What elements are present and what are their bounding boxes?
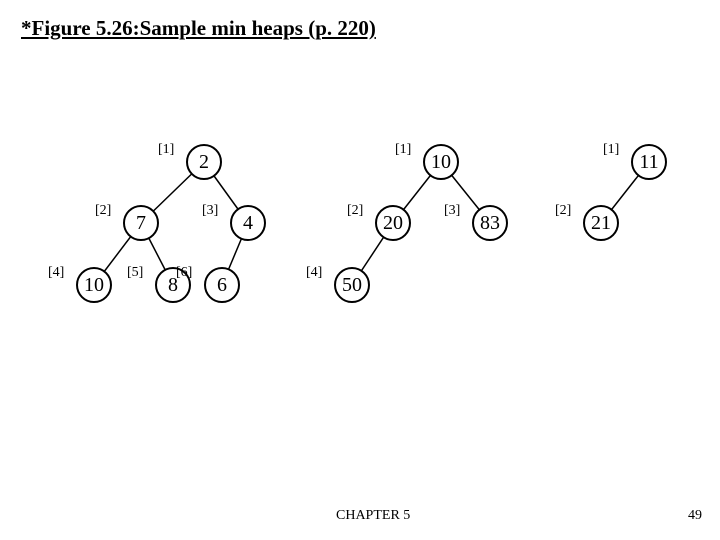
heap-node-index: [4] <box>306 265 322 281</box>
heap-node: 20 <box>375 205 411 241</box>
heap-node: 4 <box>230 205 266 241</box>
heap-node: 7 <box>123 205 159 241</box>
heap-node-index: [1] <box>395 142 411 158</box>
heap-node-index: [4] <box>48 265 64 281</box>
heap-node: 10 <box>76 267 112 303</box>
heap-node-index: [2] <box>347 203 363 219</box>
heap-node-index: [3] <box>444 203 460 219</box>
heap-node: 6 <box>204 267 240 303</box>
heap-node-index: [6] <box>176 265 192 281</box>
heap-node-index: [2] <box>555 203 571 219</box>
heap-node: 10 <box>423 144 459 180</box>
heap-node-index: [2] <box>95 203 111 219</box>
heap-node: 11 <box>631 144 667 180</box>
figure-title: *Figure 5.26:Sample min heaps (p. 220) <box>21 16 376 41</box>
heap-node-index: [1] <box>603 142 619 158</box>
heap-node-index: [5] <box>127 265 143 281</box>
heap-node: 21 <box>583 205 619 241</box>
footer-page-number: 49 <box>688 508 702 524</box>
heap-node: 2 <box>186 144 222 180</box>
heap-node: 83 <box>472 205 508 241</box>
heap-node: 50 <box>334 267 370 303</box>
heap-node-index: [1] <box>158 142 174 158</box>
footer-chapter: CHAPTER 5 <box>336 508 410 524</box>
heap-node-index: [3] <box>202 203 218 219</box>
